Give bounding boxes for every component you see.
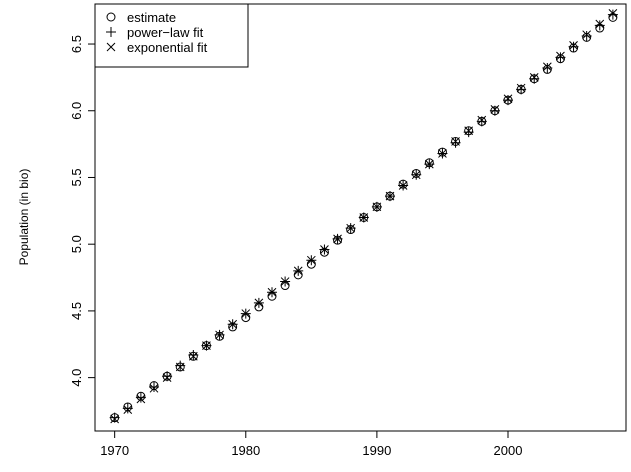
- legend-label: estimate: [127, 10, 176, 25]
- exponential-fit-point: [254, 298, 264, 308]
- exponential-fit-point: [149, 383, 159, 393]
- exponential-fit-point: [280, 277, 290, 286]
- exponential-fit-point: [333, 234, 342, 244]
- exponential-fit-point: [556, 51, 565, 61]
- y-axis: 4.0 4.5 5.0 5.5 6.0 6.5: [69, 35, 96, 387]
- y-tick-label: 4.0: [69, 369, 84, 387]
- power-law-fit-point: [463, 127, 474, 138]
- power-law-fit-point: [135, 392, 146, 403]
- power-law-fit-point: [476, 116, 487, 127]
- y-axis-label: Population (in bio): [17, 169, 31, 266]
- series-exponential-fit: [110, 8, 618, 424]
- exponential-fit-point: [346, 223, 356, 233]
- y-tick-label: 5.0: [69, 235, 84, 253]
- power-law-fit-point: [489, 105, 500, 116]
- exponential-fit-point: [267, 287, 277, 297]
- series-power-law-fit: [109, 9, 618, 423]
- exponential-fit-point: [582, 30, 592, 40]
- exponential-fit-point: [110, 414, 120, 424]
- exponential-fit-point: [241, 309, 251, 318]
- power-law-fit-point: [109, 412, 120, 423]
- exponential-fit-point: [595, 19, 605, 29]
- exponential-fit-point: [188, 351, 198, 361]
- exponential-fit-point: [451, 137, 460, 146]
- exponential-fit-point: [608, 8, 618, 18]
- y-tick-label: 6.0: [69, 102, 84, 120]
- exponential-fit-point: [306, 255, 316, 265]
- exponential-fit-point: [385, 191, 395, 201]
- power-law-fit-point: [175, 360, 186, 371]
- exponential-fit-point: [464, 126, 474, 136]
- exponential-fit-point: [490, 105, 500, 114]
- exponential-fit-point: [228, 319, 238, 329]
- power-law-fit-point: [542, 63, 553, 74]
- y-tick-label: 4.5: [69, 302, 84, 320]
- power-law-fit-point: [555, 52, 566, 63]
- power-law-fit-point: [450, 137, 461, 148]
- exponential-fit-point: [569, 41, 578, 50]
- exponential-fit-point: [516, 83, 526, 93]
- exponential-fit-point: [293, 266, 303, 276]
- x-axis: 1970 1980 1990 2000: [100, 430, 523, 458]
- y-tick-label: 6.5: [69, 35, 84, 53]
- x-tick-label: 2000: [494, 443, 523, 458]
- exponential-fit-point: [372, 202, 382, 212]
- power-law-fit-point: [149, 381, 159, 392]
- exponential-fit-point: [398, 181, 408, 190]
- exponential-fit-point: [359, 213, 369, 222]
- exponential-fit-point: [215, 330, 224, 340]
- exponential-fit-point: [477, 115, 487, 125]
- legend-symbol-plus: [106, 27, 116, 37]
- exponential-fit-point: [438, 149, 447, 158]
- power-law-fit-point: [516, 84, 527, 95]
- exponential-fit-point: [202, 341, 211, 350]
- exponential-fit-point: [411, 170, 421, 180]
- power-law-fit-point: [607, 9, 618, 20]
- power-law-fit-point: [594, 20, 605, 31]
- legend-symbol-cross: [106, 42, 116, 52]
- power-law-fit-point: [122, 403, 133, 414]
- x-tick-label: 1990: [362, 443, 391, 458]
- exponential-fit-point: [424, 159, 434, 169]
- legend-symbol-circle: [106, 12, 116, 22]
- power-law-fit-point: [529, 73, 540, 84]
- legend-label: power−law fit: [127, 25, 204, 40]
- power-law-fit-point: [162, 371, 173, 382]
- exponential-fit-point: [529, 73, 539, 82]
- y-tick-label: 5.5: [69, 168, 84, 186]
- exponential-fit-point: [542, 62, 552, 72]
- legend-box: [94, 3, 249, 68]
- exponential-fit-point: [123, 405, 133, 415]
- power-law-fit-point: [503, 95, 513, 106]
- power-law-fit-point: [568, 41, 579, 52]
- x-tick-label: 1970: [100, 443, 129, 458]
- exponential-fit-point: [175, 362, 185, 372]
- legend-label: exponential fit: [127, 40, 208, 55]
- exponential-fit-point: [503, 94, 513, 104]
- power-law-fit-point: [188, 349, 199, 360]
- power-law-fit-point: [581, 31, 592, 42]
- x-tick-label: 1980: [231, 443, 260, 458]
- exponential-fit-point: [162, 373, 172, 382]
- exponential-fit-point: [136, 394, 146, 404]
- exponential-fit-point: [320, 245, 329, 254]
